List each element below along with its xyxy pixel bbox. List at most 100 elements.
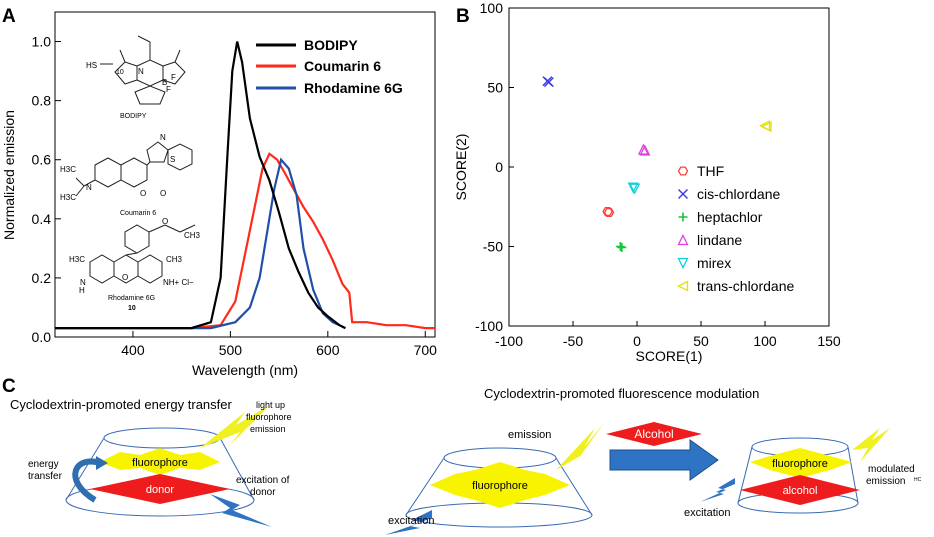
coumarin-h3c-bottom: H3C bbox=[60, 193, 76, 202]
emission-bolt-middle bbox=[556, 422, 605, 470]
score-point-heptachlor bbox=[615, 242, 625, 251]
coumarin-o-carbonyl: O bbox=[160, 189, 166, 198]
emission-bolt-left bbox=[200, 405, 270, 448]
legend-label-trans-chlordane: trans-chlordane bbox=[697, 278, 794, 294]
score-point-cis-chlordane bbox=[543, 77, 554, 88]
rhodamine-number: 10 bbox=[128, 305, 136, 312]
rhodamine-ch3-label: CH3 bbox=[166, 255, 183, 264]
rhodamine-structure bbox=[89, 224, 196, 284]
bodipy-n-label: N bbox=[138, 67, 144, 76]
excitation-label-middle: excitation bbox=[388, 515, 434, 527]
energy-transfer-title: Cyclodextrin-promoted energy transfer bbox=[10, 397, 232, 412]
rhodamine-o-label: O bbox=[162, 217, 168, 226]
score-y-tick-label: -50 bbox=[483, 239, 503, 255]
rhodamine-h3c-label: H3C bbox=[69, 255, 85, 264]
spectra-y-tick-label: 0.0 bbox=[32, 329, 52, 345]
fluorophore-label-middle: fluorophore bbox=[472, 480, 528, 492]
score-x-tick-label: 150 bbox=[817, 333, 841, 349]
fluorophore-burst-right bbox=[750, 448, 852, 478]
score-x-tick-label: -100 bbox=[495, 333, 523, 349]
excitation-bolt-left bbox=[210, 494, 272, 527]
spectra-x-axis-label: Wavelength (nm) bbox=[192, 362, 298, 378]
spectra-plot-frame bbox=[54, 11, 436, 338]
bodipy-structure bbox=[100, 35, 186, 105]
score-point-lindane bbox=[639, 144, 651, 156]
excitation-of-label-2: donor bbox=[250, 487, 276, 498]
diagram-panel: Cyclodextrin-promoted energy transfer Cy… bbox=[10, 386, 922, 535]
legend-marker-trans-chlordane bbox=[677, 280, 689, 292]
score-x-tick-label: 0 bbox=[633, 333, 641, 349]
spectra-y-tick-label: 0.4 bbox=[32, 211, 52, 227]
spectra-y-tick-label: 0.2 bbox=[32, 270, 52, 286]
coumarin-s-label: S bbox=[170, 155, 175, 164]
energy-transfer-arrow bbox=[72, 458, 101, 503]
bodipy-caption: BODIPY bbox=[120, 113, 147, 120]
score-point-mirex bbox=[629, 183, 641, 195]
excitation-label-right: excitation bbox=[684, 507, 730, 519]
spectra-y-axis-label: Normalized emission bbox=[1, 110, 17, 240]
score-y-tick-label: 50 bbox=[487, 80, 503, 96]
legend-label-cis-chlordane: cis-chlordane bbox=[697, 186, 780, 202]
spectra-x-tick-label: 700 bbox=[414, 342, 438, 358]
score-point-THF bbox=[602, 206, 613, 217]
light-up-label-2: fluorophore bbox=[246, 412, 292, 422]
legend-marker-THF bbox=[677, 166, 689, 176]
spectra-y-tick-label: 0.8 bbox=[32, 93, 52, 109]
legend-label-lindane: lindane bbox=[697, 232, 742, 248]
score-x-axis-label: SCORE(1) bbox=[636, 348, 703, 364]
spectra-y-tick-label: 0.6 bbox=[32, 152, 52, 168]
spectra-x-tick-label: 400 bbox=[121, 342, 145, 358]
coumarin-n2-label: N bbox=[160, 133, 166, 142]
energy-transfer-arrowhead bbox=[96, 456, 108, 470]
light-up-label-3: emission bbox=[250, 424, 286, 434]
emission-bolt-right bbox=[852, 428, 890, 462]
fluorophore-burst-left bbox=[100, 448, 220, 475]
panel-label-b: B bbox=[456, 6, 470, 27]
legend-label-bodipy: BODIPY bbox=[304, 37, 358, 53]
fluorescence-modulation-title: Cyclodextrin-promoted fluorescence modul… bbox=[484, 386, 759, 401]
rhodamine-spectrum-line bbox=[55, 157, 346, 330]
score-y-axis-label: SCORE(2) bbox=[453, 134, 469, 201]
legend-marker-heptachlor bbox=[678, 212, 688, 222]
coumarin-spectrum-line bbox=[55, 152, 435, 330]
energy-transfer-label-1: energy bbox=[28, 459, 59, 470]
rhodamine-ch3-ester: CH3 bbox=[184, 231, 201, 240]
excitation-bolt-middle bbox=[385, 510, 432, 535]
score-x-tick-label: -50 bbox=[563, 333, 583, 349]
score-x-tick-label: 100 bbox=[753, 333, 777, 349]
score-point-heptachlor bbox=[617, 243, 627, 252]
rhodamine-n-label: N bbox=[80, 278, 86, 287]
alcohol-diamond-right bbox=[740, 475, 860, 505]
emission-spectra-chart: 400 500 600 700 0.0 0.2 0.4 0.6 0.8 1.0 Wavelengt… bbox=[1, 11, 438, 378]
rhodamine-nh-label: NH+ Cl− bbox=[163, 278, 194, 287]
alcohol-cap-label: Alcohol bbox=[634, 427, 673, 441]
rhodamine-h-label: H bbox=[79, 286, 85, 295]
coumarin-h3c-top: H3C bbox=[60, 165, 76, 174]
modulated-superscript: HC bbox=[914, 477, 922, 483]
spectra-y-tick-label: 1.0 bbox=[32, 34, 52, 50]
rhodamine-o-ring: O bbox=[122, 273, 128, 282]
spectra-x-tick-label: 500 bbox=[219, 342, 243, 358]
legend-label-heptachlor: heptachlor bbox=[697, 209, 763, 225]
legend-marker-cis-chlordane bbox=[678, 189, 688, 199]
score-point-lindane bbox=[637, 143, 649, 155]
panel-label-c: C bbox=[2, 376, 16, 397]
bodipy-f2-label: F bbox=[166, 85, 171, 94]
transition-arrow bbox=[609, 439, 719, 481]
donor-label: donor bbox=[146, 484, 174, 496]
alcohol-cap-diamond bbox=[606, 422, 702, 446]
fluorophore-burst-middle bbox=[430, 462, 570, 508]
excitation-bolt-right bbox=[700, 478, 735, 502]
spectra-legend: BODIPY Coumarin 6 Rhodamine 6G bbox=[256, 37, 403, 96]
bodipy-f1-label: F bbox=[171, 73, 176, 82]
bodipy-n10-label: 10 bbox=[116, 69, 124, 76]
legend-label-THF: THF bbox=[697, 163, 724, 179]
score-legend: THF cis-chlordane heptachlor lindane mirex tr… bbox=[677, 163, 794, 294]
coumarin-n-label: N bbox=[86, 183, 92, 192]
donor-diamond bbox=[90, 474, 230, 504]
coumarin-structure bbox=[75, 141, 193, 197]
score-point-mirex bbox=[627, 182, 639, 194]
rhodamine-caption: Rhodamine 6G bbox=[108, 295, 155, 302]
legend-label-mirex: mirex bbox=[697, 255, 731, 271]
